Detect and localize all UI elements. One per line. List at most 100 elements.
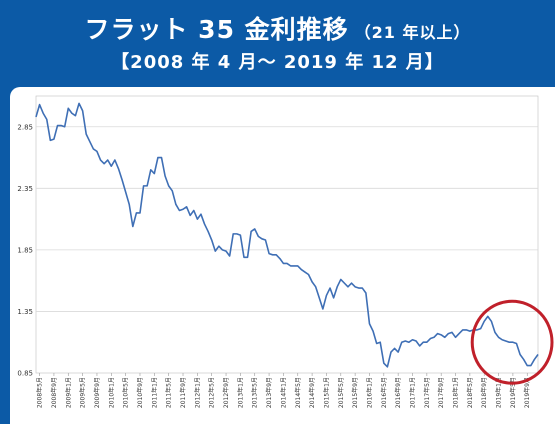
data-point xyxy=(483,320,485,322)
x-tick-label: 2012年9月 xyxy=(222,377,230,408)
data-point xyxy=(93,148,94,150)
chart-panel xyxy=(10,87,555,424)
data-point xyxy=(336,286,338,288)
y-tick-label: 2.85 xyxy=(17,123,33,131)
data-point xyxy=(354,286,356,288)
data-point xyxy=(512,341,514,343)
data-point xyxy=(60,125,62,126)
data-point xyxy=(96,151,98,152)
data-point xyxy=(301,269,302,270)
data-point xyxy=(168,185,169,187)
data-point xyxy=(143,185,144,187)
x-tick-label: 2014年9月 xyxy=(308,377,316,408)
data-point xyxy=(437,333,438,334)
data-point xyxy=(179,210,180,211)
data-point xyxy=(78,103,80,104)
data-point xyxy=(329,287,331,289)
data-point xyxy=(519,354,521,355)
data-point xyxy=(146,185,148,187)
data-point xyxy=(358,287,360,289)
data-point xyxy=(494,332,496,333)
annotation-layer xyxy=(470,299,554,385)
data-point xyxy=(46,119,48,120)
data-point xyxy=(372,330,374,332)
y-tick-label: 2.35 xyxy=(17,185,33,193)
data-point xyxy=(197,218,198,220)
data-point xyxy=(448,333,449,334)
data-point xyxy=(279,258,281,259)
data-point xyxy=(204,223,205,225)
data-point xyxy=(344,282,345,284)
data-point xyxy=(186,206,187,208)
y-tick-label: 1.35 xyxy=(17,308,33,316)
data-point xyxy=(530,365,532,366)
data-point xyxy=(304,271,306,273)
x-tick-label: 2014年1月 xyxy=(279,377,287,408)
data-point xyxy=(89,141,91,142)
x-tick-label: 2009年5月 xyxy=(79,377,87,408)
data-point xyxy=(53,138,55,140)
data-point xyxy=(254,228,256,230)
data-point xyxy=(415,340,417,342)
data-point xyxy=(75,115,76,116)
data-point xyxy=(362,287,363,289)
data-point xyxy=(394,348,395,349)
data-point xyxy=(376,343,377,344)
x-tick-label: 2013年5月 xyxy=(251,377,259,408)
data-point xyxy=(35,116,37,118)
x-tick-label: 2016年1月 xyxy=(365,377,373,408)
data-point xyxy=(218,245,220,247)
data-point xyxy=(139,212,141,214)
x-tick-label: 2010年1月 xyxy=(107,377,115,408)
data-point xyxy=(365,292,367,294)
series-line-0 xyxy=(35,102,539,368)
data-point xyxy=(509,341,510,343)
data-point xyxy=(225,250,227,252)
data-point xyxy=(505,340,507,342)
data-point xyxy=(379,341,381,343)
data-point xyxy=(258,236,259,237)
data-point xyxy=(157,157,159,158)
data-point xyxy=(412,339,413,341)
data-point xyxy=(125,191,126,193)
data-point xyxy=(154,173,155,174)
data-point xyxy=(272,254,273,256)
data-point xyxy=(161,157,162,158)
data-point xyxy=(243,256,245,258)
data-point xyxy=(455,336,456,338)
series-layer xyxy=(35,102,539,368)
chart-title: フラット 35 金利推移 （21 年以上） xyxy=(0,10,555,46)
data-point xyxy=(42,112,44,114)
data-point xyxy=(465,329,467,331)
grid-layer xyxy=(35,95,539,376)
data-point xyxy=(422,341,424,343)
x-tick-label: 2016年5月 xyxy=(380,377,388,408)
x-tick-label: 2015年9月 xyxy=(351,377,359,408)
data-point xyxy=(523,359,524,360)
data-point xyxy=(293,265,295,267)
x-tick-label: 2015年1月 xyxy=(322,377,330,408)
data-point xyxy=(150,169,152,171)
data-point xyxy=(39,104,40,105)
x-tick-label: 2018年9月 xyxy=(480,377,488,408)
x-tick-label: 2008年5月 xyxy=(36,377,44,408)
data-point xyxy=(480,328,481,329)
data-point xyxy=(326,295,327,296)
data-point xyxy=(50,140,51,141)
data-point xyxy=(315,286,316,288)
data-point xyxy=(240,234,241,236)
x-tick-label: 2019年9月 xyxy=(523,377,531,408)
x-tick-label: 2015年5月 xyxy=(337,377,345,408)
data-point xyxy=(369,323,370,325)
data-point xyxy=(401,341,403,343)
data-point xyxy=(103,163,105,165)
y-axis-labels: 0.85 1.35 1.85 2.35 2.85 xyxy=(17,123,33,377)
data-point xyxy=(222,249,223,251)
x-tick-label: 2013年1月 xyxy=(236,377,244,408)
x-axis-labels: 2008年5月 2008年9月 2009年1月 2009年5月 2009年9月 2010年… xyxy=(36,377,532,408)
data-point xyxy=(164,175,166,177)
data-point xyxy=(136,212,137,214)
data-point xyxy=(311,281,313,283)
data-point xyxy=(351,282,352,284)
data-point xyxy=(501,339,503,341)
